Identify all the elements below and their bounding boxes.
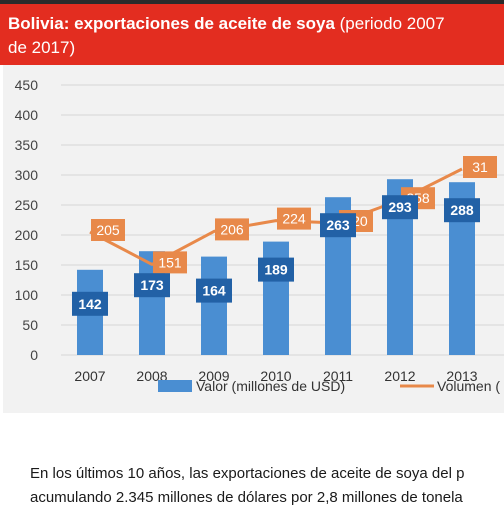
x-tick-label: 2013	[446, 368, 477, 384]
bar-value-label: 164	[202, 283, 226, 299]
bar-value-label: 288	[450, 202, 474, 218]
line-value-box	[153, 251, 187, 274]
chart-subtitle-part1: (periodo 2007	[334, 14, 445, 33]
chart-area: 0 50 100 150 200 250 300 350 400 450 2007 2008 2009 2…	[3, 65, 504, 413]
line-value-label: 205	[96, 222, 120, 238]
x-tick-label: 2010	[260, 368, 291, 384]
bar-value-label: 263	[326, 217, 350, 233]
x-tick-label: 2007	[74, 368, 105, 384]
caption-line-1: En los últimos 10 años, las exportacione…	[30, 465, 465, 482]
bar-value-box	[134, 273, 170, 298]
y-tick-label: 200	[15, 227, 39, 243]
line-value-label: 224	[282, 211, 306, 227]
y-tick-label: 350	[15, 137, 39, 153]
line-value-label: 31	[472, 159, 488, 175]
bar-value-box	[196, 278, 232, 303]
line-value-box	[215, 218, 249, 241]
y-tick-label: 250	[15, 197, 39, 213]
bar-value-box	[444, 198, 480, 223]
y-tick-label: 100	[15, 287, 39, 303]
y-tick-label: 150	[15, 257, 39, 273]
bar	[201, 256, 227, 355]
x-tick-label: 2012	[384, 368, 415, 384]
bar-value-label: 173	[140, 277, 164, 293]
x-tick-label: 2009	[198, 368, 229, 384]
chart-subtitle-part2: de 2017)	[8, 38, 76, 57]
chart-title: Bolivia: exportaciones de aceite de soya	[8, 14, 335, 33]
top-border	[0, 0, 504, 4]
line-value-label: 206	[220, 221, 244, 237]
y-tick-label: 300	[15, 167, 39, 183]
y-tick-label: 450	[15, 77, 39, 93]
legend-bar-label: Valor (millones de USD)	[196, 378, 345, 394]
caption-text: En los últimos 10 años, las exportacione…	[30, 462, 504, 510]
legend-bar-swatch	[158, 380, 192, 392]
caption-line-2: acumulando 2.345 millones de dólares por…	[30, 489, 463, 506]
line-value-box	[91, 219, 125, 241]
y-tick-label: 0	[30, 347, 38, 363]
y-tick-label: 400	[15, 107, 39, 123]
bar-value-box	[72, 291, 108, 316]
bar-value-box	[320, 213, 356, 238]
x-tick-label: 2011	[323, 368, 353, 384]
line-value-box	[463, 156, 497, 178]
line-value-box	[277, 207, 311, 230]
bar-value-box	[258, 257, 294, 282]
bar-value-box	[382, 195, 418, 220]
legend-line-label: Volumen (	[437, 378, 500, 394]
bar-value-label: 293	[388, 199, 412, 215]
chart-header: Bolivia: exportaciones de aceite de soya…	[0, 4, 504, 65]
bar-value-label: 189	[264, 262, 288, 278]
line-value-label: 151	[158, 254, 182, 270]
bar-value-label: 142	[78, 296, 102, 312]
y-tick-label: 50	[22, 317, 38, 333]
